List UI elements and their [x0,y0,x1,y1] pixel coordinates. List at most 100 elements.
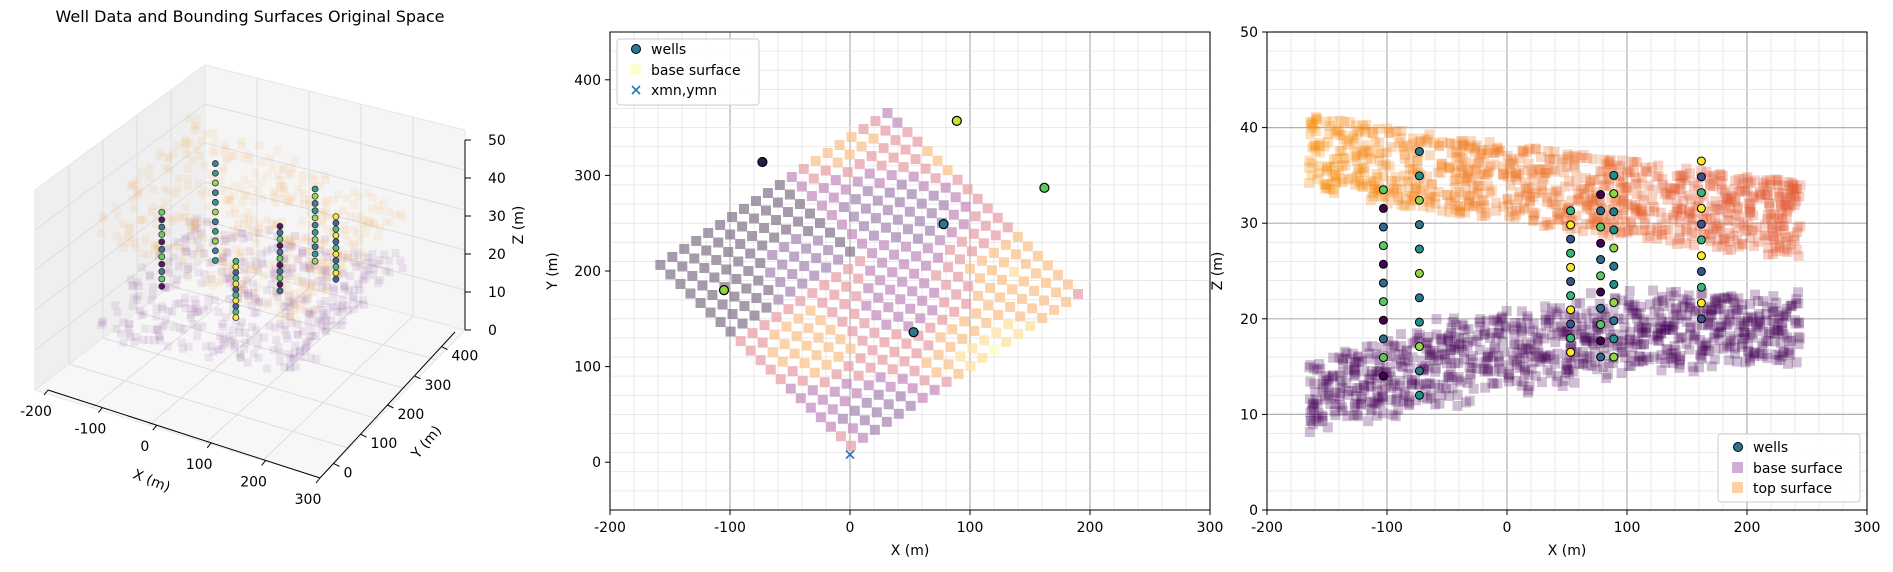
z-tick-label-3d: 50 [488,133,506,149]
top-surface-3d-point [376,223,385,232]
base-surface-cell [898,162,909,173]
well-3d-point [158,223,166,231]
base-surface-point [1350,391,1361,402]
base-surface-point [1730,303,1741,314]
base-surface-point [1494,356,1505,367]
top-surface-point [1475,168,1486,179]
base-surface-cell [943,359,954,370]
top-surface-point [1690,228,1701,239]
well-3d-point [276,235,284,243]
base-surface-point [1605,330,1616,341]
top-surface-point [1450,167,1461,178]
top-surface-point [1781,193,1792,204]
base-surface-cell [989,344,1000,355]
top-surface-point [1581,200,1592,211]
base-surface-3d-point [349,304,358,313]
top-surface-point [1627,156,1638,167]
base-surface-point [1776,325,1787,336]
base-surface-3d-point [310,306,319,315]
top-surface-point [1759,230,1770,241]
top-surface-point [1598,154,1609,165]
top-surface-3d-point [149,185,158,194]
top-surface-point [1681,226,1692,237]
base-surface-cell [811,350,822,361]
top-surface-point [1605,163,1616,174]
top-surface-point [1502,171,1513,182]
top-surface-point [1578,226,1589,237]
base-surface-3d-point [137,311,146,320]
base-surface-cell [804,208,815,219]
base-surface-point [1528,325,1539,336]
base-surface-point [1452,374,1463,385]
top-surface-point [1676,204,1687,215]
top-surface-point [1451,151,1462,162]
base-surface-3d-point [311,332,320,341]
base-surface-point [1357,391,1368,402]
top-surface-point [1618,201,1629,212]
base-surface-cell [711,254,722,265]
base-surface-3d-point [284,349,293,358]
base-surface-3d-point [322,317,331,326]
base-surface-point [1557,381,1568,392]
base-surface-point [1767,302,1778,313]
base-surface-3d-point [225,275,234,284]
base-surface-point [1783,358,1794,369]
base-surface-point [1724,316,1735,327]
top-surface-point [1733,211,1744,222]
top-surface-point [1714,176,1725,187]
base-surface-3d-point [119,318,128,327]
base-surface-3d-point [187,313,196,322]
base-surface-cell [846,132,857,143]
top-surface-point [1740,226,1751,237]
base-surface-point [1405,362,1416,373]
top-surface-point [1518,148,1529,159]
top-surface-point [1331,178,1342,189]
base-surface-point [1389,342,1400,353]
base-surface-point [1437,349,1448,360]
base-surface-3d-point [145,272,154,281]
top-surface-3d-point [235,253,244,262]
base-surface-point [1769,325,1780,336]
well-3d-point [276,229,284,237]
top-surface-point [1409,191,1420,202]
base-surface-point [1785,349,1796,360]
base-surface-point [1685,303,1696,314]
top-surface-point [1479,169,1490,180]
base-surface-point [1769,336,1780,347]
top-surface-3d-point [266,154,275,163]
top-surface-point [1548,164,1559,175]
top-surface-3d-point [385,218,394,227]
top-surface-3d-point [368,193,377,202]
base-surface-3d-point [243,358,252,367]
base-surface-point [1577,357,1588,368]
base-surface-3d-point [202,217,211,226]
top-surface-point [1639,213,1650,224]
base-surface-point [1401,345,1412,356]
base-surface-3d-point [156,336,165,345]
top-surface-point [1482,147,1493,158]
base-surface-cell [858,124,869,135]
section-well-point [1609,243,1619,253]
top-surface-point [1462,191,1473,202]
base-surface-3d-point [244,292,253,301]
top-surface-point [1705,233,1716,244]
top-surface-3d-point [125,230,134,239]
top-surface-point [1724,215,1735,226]
base-surface-point [1472,330,1483,341]
base-surface-point [1442,332,1453,343]
base-surface-point [1349,362,1360,373]
top-surface-point [1716,240,1727,251]
top-surface-3d-point [322,273,331,282]
top-surface-3d-point [295,305,304,314]
base-surface-point [1404,398,1415,409]
top-surface-3d-point [227,151,236,160]
base-surface-point [1720,293,1731,304]
well-3d-point [232,274,240,282]
top-surface-point [1408,164,1419,175]
base-surface-point [1392,387,1403,398]
base-surface-3d-point [225,294,234,303]
base-surface-3d-point [278,270,287,279]
base-surface-3d-point [129,294,138,303]
top-surface-point [1707,224,1718,235]
